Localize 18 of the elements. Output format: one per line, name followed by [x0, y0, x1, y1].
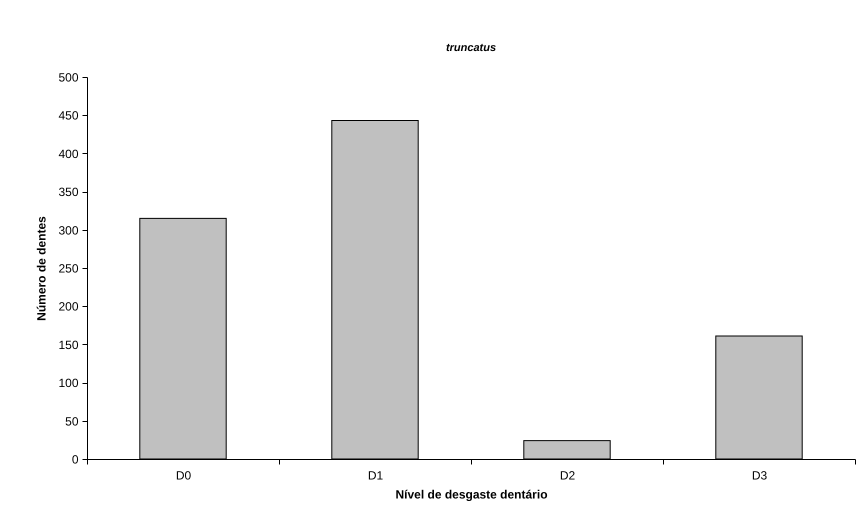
- x-tick-label: D1: [368, 468, 384, 482]
- x-tick-label: D3: [752, 468, 768, 482]
- y-tick-label: 500: [58, 70, 79, 84]
- y-tick-label: 450: [58, 108, 79, 123]
- y-tick-label: 350: [58, 185, 79, 200]
- y-tick-label: 50: [65, 414, 79, 428]
- chart-title: truncatus: [446, 42, 496, 54]
- y-tick-label: 300: [58, 223, 79, 238]
- x-tick-label: D0: [176, 468, 192, 482]
- y-tick-label: 0: [72, 452, 79, 466]
- y-tick-label: 150: [58, 338, 79, 352]
- y-tick-label: 250: [58, 262, 79, 276]
- y-tick-label: 400: [58, 146, 79, 161]
- y-tick-label: 200: [58, 300, 79, 314]
- x-tick-label: D2: [560, 468, 576, 482]
- y-axis-title: Número de dentes: [34, 216, 48, 321]
- y-tick-label: 100: [58, 376, 79, 390]
- x-axis-title: Nível de desgaste dentário: [395, 488, 548, 502]
